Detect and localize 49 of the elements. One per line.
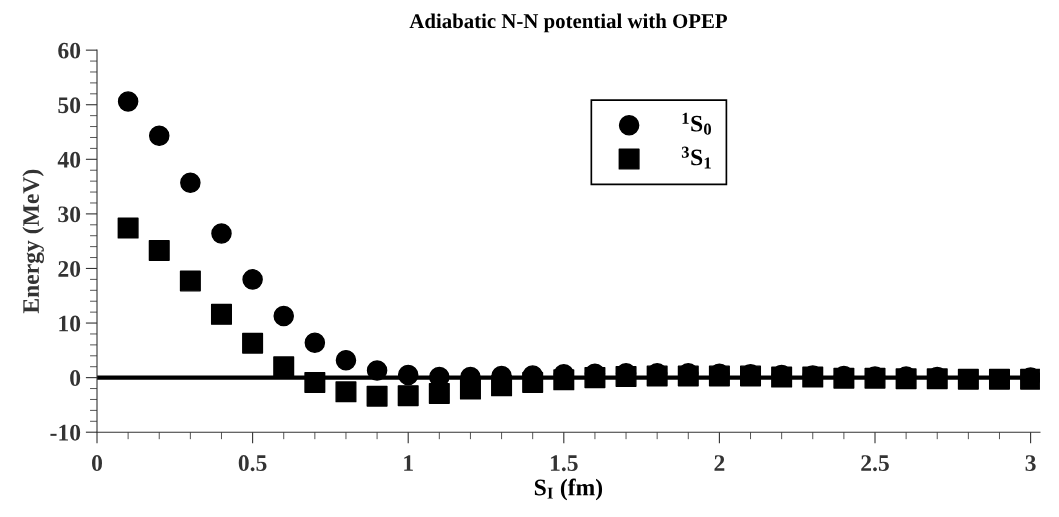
point	[304, 332, 326, 353]
x-tick-label: 2	[714, 455, 725, 471]
point	[242, 269, 263, 290]
y-axis-title: Energy (MeV)	[22, 169, 44, 314]
point	[366, 385, 388, 407]
legend-label: $^{1}$S$_{0}$	[682, 112, 712, 135]
point	[273, 356, 295, 378]
point	[491, 375, 513, 397]
point	[335, 349, 357, 371]
point	[211, 223, 232, 244]
point	[615, 366, 637, 388]
y-tick-label: 10	[59, 315, 81, 332]
point	[428, 382, 450, 404]
point	[180, 172, 201, 194]
point	[459, 378, 481, 400]
x-tick-label: 0.5	[238, 455, 267, 472]
x-tick-label: 1.5	[550, 455, 578, 472]
point	[210, 303, 233, 325]
point	[304, 372, 326, 394]
point	[179, 270, 201, 292]
point	[988, 368, 1010, 390]
point	[397, 364, 419, 386]
point	[117, 91, 139, 112]
point	[242, 332, 264, 354]
y-tick-label: 50	[58, 97, 81, 114]
point	[397, 385, 419, 407]
x-tick-label: 1	[404, 455, 413, 471]
x-tick-label: 3	[1025, 455, 1036, 472]
chart-title: Adiabatic N-N potential with OPEP	[409, 13, 728, 33]
x-tick-label: 2.5	[861, 455, 889, 472]
x-tick-label: 0	[92, 455, 103, 472]
point	[366, 360, 388, 381]
y-tick-label: 60	[58, 42, 81, 59]
legend-label: $^{3}$S$_{1}$	[681, 146, 711, 169]
y-tick-label: 40	[57, 151, 81, 168]
point	[957, 368, 979, 390]
point	[553, 369, 575, 391]
point	[148, 239, 170, 261]
y-tick-label: 20	[58, 260, 81, 277]
point	[273, 305, 294, 327]
point	[148, 125, 170, 147]
point	[522, 372, 544, 394]
point	[335, 381, 357, 403]
y-tick-label: 30	[58, 206, 81, 223]
y-tick-label: -10	[50, 424, 81, 441]
y-tick-label: 0	[70, 370, 81, 387]
point	[117, 217, 139, 239]
x-axis-title: S$_{I}$ (fm)	[534, 478, 603, 501]
point	[584, 367, 606, 389]
